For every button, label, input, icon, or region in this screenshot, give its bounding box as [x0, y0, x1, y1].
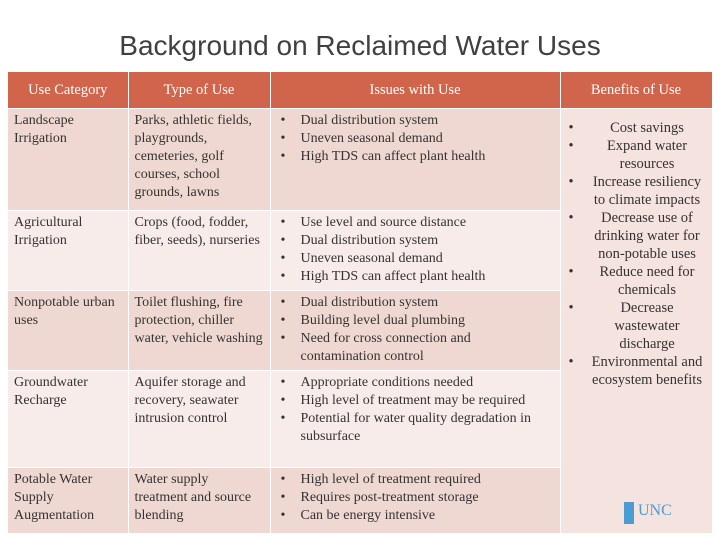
logo: UNC [624, 502, 672, 524]
issues-cell: Use level and source distanceDual distri… [270, 210, 561, 291]
issue-item: High TDS can affect plant health [277, 268, 554, 286]
table-row: Agricultural Irrigation Crops (food, fodd… [8, 210, 712, 291]
issues-list: High level of treatment requiredRequires… [277, 471, 554, 525]
issue-item: Dual distribution system [277, 294, 554, 312]
issue-item: Potential for water quality degradation … [277, 410, 554, 446]
issue-item: Use level and source distance [277, 214, 554, 232]
benefit-item: Decrease wastewater discharge [567, 299, 706, 353]
type-cell: Water supply treatment and source blendi… [128, 467, 271, 533]
issues-list: Appropriate conditions neededHigh level … [277, 374, 554, 446]
type-cell: Aquifer storage and recovery, seawater i… [128, 370, 271, 468]
issue-item: Need for cross connection and contaminat… [277, 330, 554, 366]
header-cell: Benefits of Use [560, 72, 713, 109]
benefits-cell: Cost savingsExpand water resourcesIncrea… [560, 108, 713, 533]
benefits-list: Cost savingsExpand water resourcesIncrea… [567, 119, 706, 389]
issue-item: Appropriate conditions needed [277, 374, 554, 392]
benefit-item: Increase resiliency to climate impacts [567, 173, 706, 209]
table-row: Landscape Irrigation Parks, athletic fiel… [8, 108, 713, 533]
category-cell: Groundwater Recharge [8, 370, 129, 468]
category-cell: Nonpotable urban uses [8, 290, 129, 371]
issue-item: Uneven seasonal demand [277, 130, 554, 148]
header-cell: Use Category [8, 72, 129, 109]
benefit-item: Expand water resources [567, 137, 706, 173]
issues-cell: Dual distribution systemBuilding level d… [270, 290, 561, 371]
issue-item: Dual distribution system [277, 112, 554, 130]
issue-item: Building level dual plumbing [277, 312, 554, 330]
issue-item: Uneven seasonal demand [277, 250, 554, 268]
issues-list: Use level and source distanceDual distri… [277, 214, 554, 286]
category-cell: Landscape Irrigation [8, 108, 129, 211]
issues-cell: High level of treatment requiredRequires… [270, 467, 561, 533]
issue-item: Dual distribution system [277, 232, 554, 250]
issue-item: High level of treatment required [277, 471, 554, 489]
issue-item: High TDS can affect plant health [277, 148, 554, 166]
type-cell: Toilet flushing, fire protection, chille… [128, 290, 271, 371]
uses-table: Use Category Type of Use Issues with Use Be… [8, 72, 713, 533]
benefit-item: Cost savings [567, 119, 706, 137]
issue-item: Requires post-treatment storage [277, 489, 554, 507]
issues-list: Dual distribution systemUneven seasonal … [277, 112, 554, 166]
issues-list: Dual distribution systemBuilding level d… [277, 294, 554, 366]
benefit-item: Reduce need for chemicals [567, 263, 706, 299]
header-cell: Type of Use [128, 72, 271, 109]
type-cell: Crops (food, fodder, fiber, seeds), nurs… [128, 210, 271, 291]
category-cell: Agricultural Irrigation [8, 210, 129, 291]
logo-text: UNC [638, 502, 672, 519]
header-cell: Issues with Use [270, 72, 561, 109]
table-row: Nonpotable urban uses Toilet flushing, fi… [8, 290, 712, 371]
benefit-item: Decrease use of drinking water for non-p… [567, 209, 706, 263]
table-row: Potable Water Supply Augmentation Water s… [8, 467, 712, 533]
table-row: Groundwater Recharge Aquifer storage and … [8, 370, 712, 468]
issues-cell: Dual distribution systemUneven seasonal … [270, 108, 561, 211]
type-cell: Parks, athletic fields, playgrounds, cem… [128, 108, 271, 211]
category-cell: Potable Water Supply Augmentation [8, 467, 129, 533]
issues-cell: Appropriate conditions neededHigh level … [270, 370, 561, 468]
header-row: Use Category Type of Use Issues with Use Be… [8, 72, 713, 109]
benefit-item: Environmental and ecosystem benefits [567, 353, 706, 389]
logo-mark [624, 502, 634, 524]
slide-title: Background on Reclaimed Water Uses [119, 30, 601, 61]
table-body: Landscape Irrigation Parks, athletic fiel… [8, 108, 713, 533]
issue-item: Can be energy intensive [277, 507, 554, 525]
issue-item: High level of treatment may be required [277, 392, 554, 410]
